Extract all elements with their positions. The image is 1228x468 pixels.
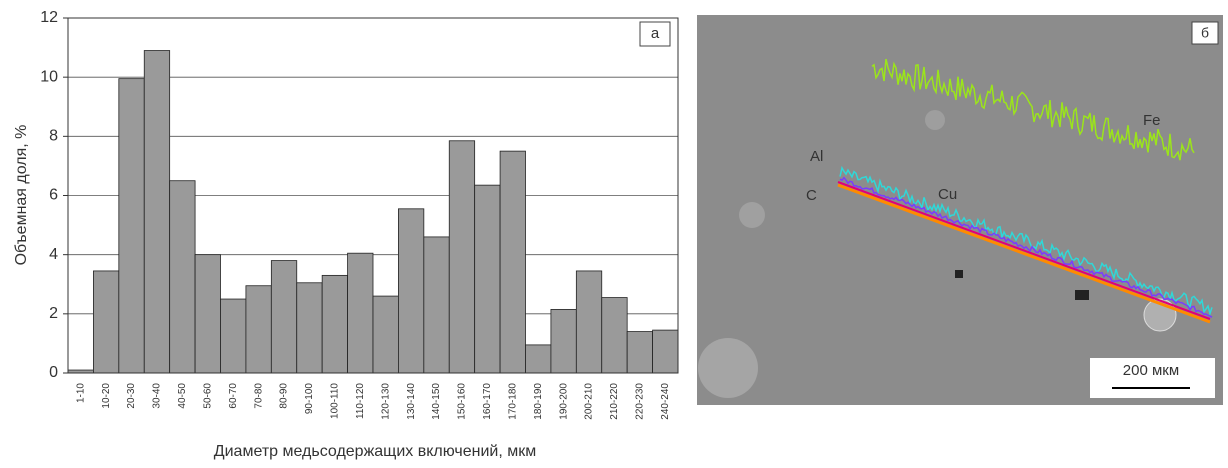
bar — [474, 184, 501, 374]
bar — [550, 308, 577, 374]
bar — [143, 50, 171, 374]
inclusion — [955, 270, 963, 278]
y-tick-label: 4 — [49, 246, 58, 263]
x-tick-label: 60-70 — [228, 383, 239, 409]
bar — [525, 344, 552, 374]
y-tick-label: 6 — [49, 187, 58, 204]
element-label: C — [806, 187, 817, 204]
scale-bar-label: 200 мкм — [1123, 362, 1179, 379]
bar — [499, 150, 526, 374]
x-tick-label: 50-60 — [202, 383, 213, 409]
x-tick-label: 20-30 — [126, 383, 137, 409]
scan-line — [837, 181, 1211, 320]
scan-line — [837, 183, 1211, 324]
bar — [194, 254, 221, 374]
panel-label: а — [651, 25, 660, 42]
al-profile — [839, 176, 1213, 318]
x-axis-label: Диаметр медьсодержащих включений, мкм — [214, 443, 536, 460]
y-axis-label: Объемная доля, % — [13, 125, 30, 266]
x-tick-label: 120-130 — [380, 383, 391, 420]
x-tick-label: 70-80 — [253, 383, 264, 409]
bar — [245, 285, 272, 374]
particle — [925, 110, 945, 130]
x-tick-label: 100-110 — [330, 383, 341, 419]
x-tick-label: 140-150 — [431, 383, 442, 420]
bar — [347, 252, 374, 374]
particle — [739, 202, 765, 228]
bar — [118, 78, 145, 374]
element-label: Fe — [1143, 112, 1161, 129]
y-tick-label: 8 — [49, 128, 58, 145]
x-tick-label: 40-50 — [177, 383, 188, 409]
x-tick-label: 200-210 — [584, 383, 595, 420]
x-tick-label: 170-180 — [507, 383, 518, 420]
bar — [169, 180, 196, 374]
x-tick-label: 220-230 — [635, 383, 646, 420]
x-tick-label: 160-170 — [482, 383, 493, 420]
bar — [601, 297, 628, 374]
scale-bar-box — [1090, 358, 1215, 398]
y-tick-label: 0 — [49, 364, 58, 381]
bar — [398, 208, 425, 374]
x-tick-label: 190-200 — [558, 383, 569, 420]
x-tick-label: 210-220 — [609, 383, 620, 420]
x-tick-label: 10-20 — [101, 383, 112, 409]
x-tick-label: 130-140 — [406, 383, 417, 420]
x-tick-label: 90-100 — [304, 383, 315, 415]
bar — [448, 140, 476, 374]
bar — [270, 260, 298, 374]
x-tick-label: 30-40 — [152, 383, 163, 409]
plot-frame — [67, 17, 679, 374]
panel-label: б — [1201, 25, 1209, 41]
y-tick-label: 10 — [40, 68, 58, 85]
x-tick-label: 240-240 — [660, 383, 671, 420]
bar — [296, 282, 323, 374]
particle — [698, 338, 758, 398]
y-tick-label: 12 — [40, 9, 58, 26]
micrograph-background — [697, 15, 1223, 405]
bar — [321, 274, 348, 374]
bar — [423, 236, 450, 374]
bar — [372, 295, 399, 374]
bar — [652, 329, 679, 374]
micrograph: 200 мкм б Al C Cu Fe — [697, 15, 1223, 405]
x-tick-label: 180-190 — [533, 383, 544, 420]
inclusion — [1075, 290, 1089, 300]
x-tick-label: 110-120 — [355, 383, 366, 419]
fe-profile — [871, 58, 1195, 161]
bar — [626, 331, 653, 374]
bar — [93, 270, 120, 374]
y-tick-label: 2 — [49, 305, 58, 322]
element-label: Cu — [938, 186, 957, 203]
x-tick-label: 150-160 — [457, 383, 468, 420]
element-label: Al — [810, 148, 823, 165]
bar — [220, 298, 247, 374]
cu-profile — [839, 165, 1213, 317]
panel-label-box — [1191, 21, 1219, 45]
x-tick-label: 80-90 — [279, 383, 290, 409]
x-tick-label: 1-10 — [75, 383, 86, 403]
bar — [575, 270, 603, 374]
panel-label-box — [639, 21, 671, 47]
